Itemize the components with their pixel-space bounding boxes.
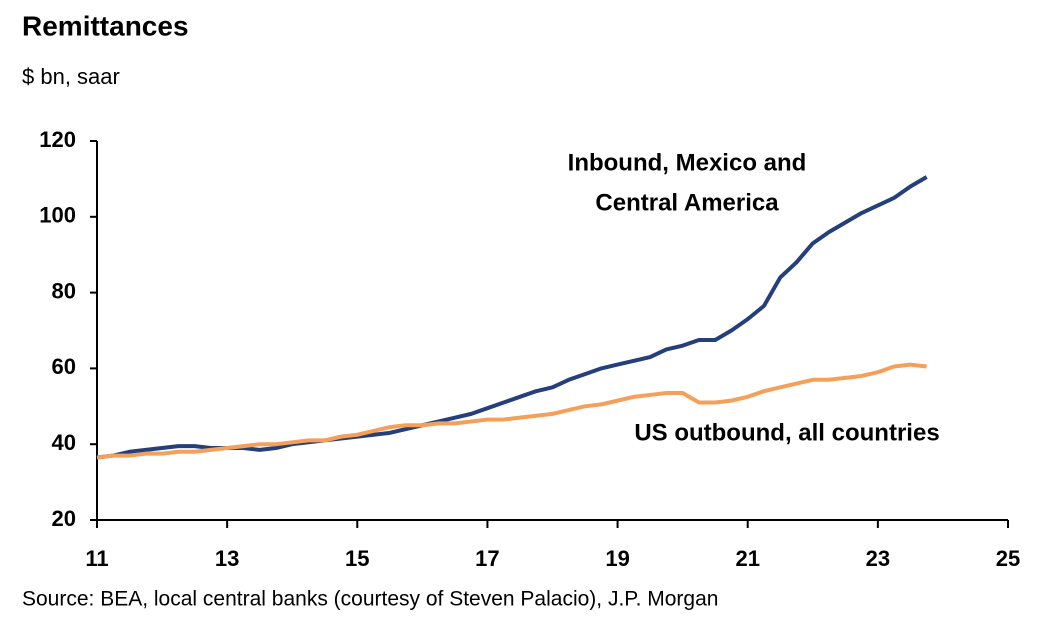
y-tick-label: 60 — [52, 354, 76, 379]
series-label: US outbound, all countries — [634, 419, 939, 446]
chart-title: Remittances — [22, 10, 189, 41]
series-label: Inbound, Mexico and — [568, 149, 807, 176]
y-tick-label: 20 — [52, 506, 76, 531]
x-tick-label: 21 — [735, 546, 759, 571]
chart-subtitle: $ bn, saar — [22, 64, 120, 89]
series-line — [96, 175, 928, 460]
series-label: Central America — [595, 189, 779, 216]
x-tick-label: 15 — [345, 546, 369, 571]
y-tick-label: 80 — [52, 278, 76, 303]
x-tick-label: 25 — [996, 546, 1020, 571]
x-tick-label: 17 — [475, 546, 499, 571]
source-note: Source: BEA, local central banks (courte… — [22, 588, 718, 611]
y-tick-label: 100 — [39, 203, 76, 228]
x-tick-label: 19 — [605, 546, 629, 571]
x-tick-label: 23 — [866, 546, 890, 571]
x-tick-label: 13 — [215, 546, 239, 571]
y-tick-label: 120 — [39, 127, 76, 152]
y-tick-label: 40 — [52, 430, 76, 455]
series-line — [96, 362, 927, 460]
x-tick-label: 11 — [85, 546, 108, 571]
